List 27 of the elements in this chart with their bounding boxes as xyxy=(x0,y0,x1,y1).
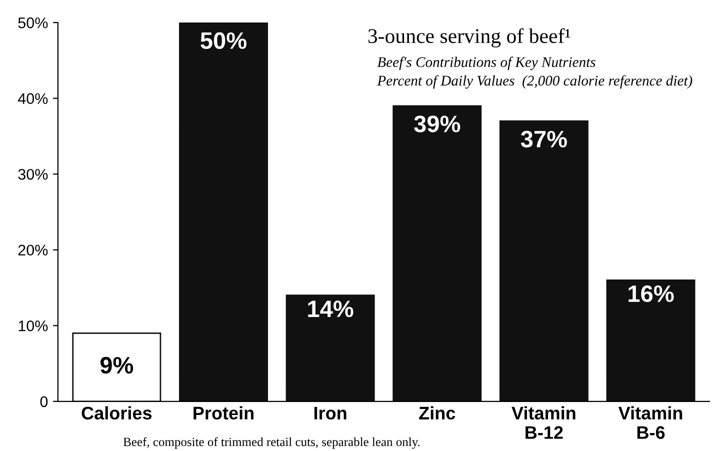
text: Beef's Contributions of Key Nutrients Percent of Daily Values (2,000 calorie reference diet) xyxy=(377,56,692,89)
chart-title: 3-ounce serving of beef¹ xyxy=(368,28,570,48)
x-tick-label: Calories xyxy=(82,406,152,420)
bar xyxy=(392,105,482,402)
x-tick-label: Iron xyxy=(314,406,346,420)
bar xyxy=(179,22,268,402)
bar xyxy=(286,294,375,402)
bar xyxy=(72,332,162,402)
x-tick-label: Vitamin B-12 xyxy=(512,406,576,439)
data-label: 50% xyxy=(200,32,246,49)
data-label: 9% xyxy=(100,356,134,374)
data-label: 39% xyxy=(414,116,460,132)
x-tick-label: Vitamin B-6 xyxy=(618,406,682,439)
y-tick-label: 10% xyxy=(18,320,48,332)
y-tick-label: 50% xyxy=(18,17,48,28)
bar xyxy=(499,120,588,402)
y-tick-label: 0 xyxy=(40,396,48,408)
x-tick-label: Zinc xyxy=(419,406,456,420)
text: Beef, composite of trimmed retail cuts, separable lean only. xyxy=(123,437,420,449)
data-label: 16% xyxy=(628,285,674,302)
bar xyxy=(606,279,696,402)
y-tick-label: 20% xyxy=(18,244,48,256)
data-label: 37% xyxy=(520,130,567,148)
y-tick-label: 40% xyxy=(18,93,48,104)
data-label: 14% xyxy=(308,300,354,318)
x-tick-label: Protein xyxy=(194,406,254,420)
y-tick-label: 30% xyxy=(18,168,48,180)
